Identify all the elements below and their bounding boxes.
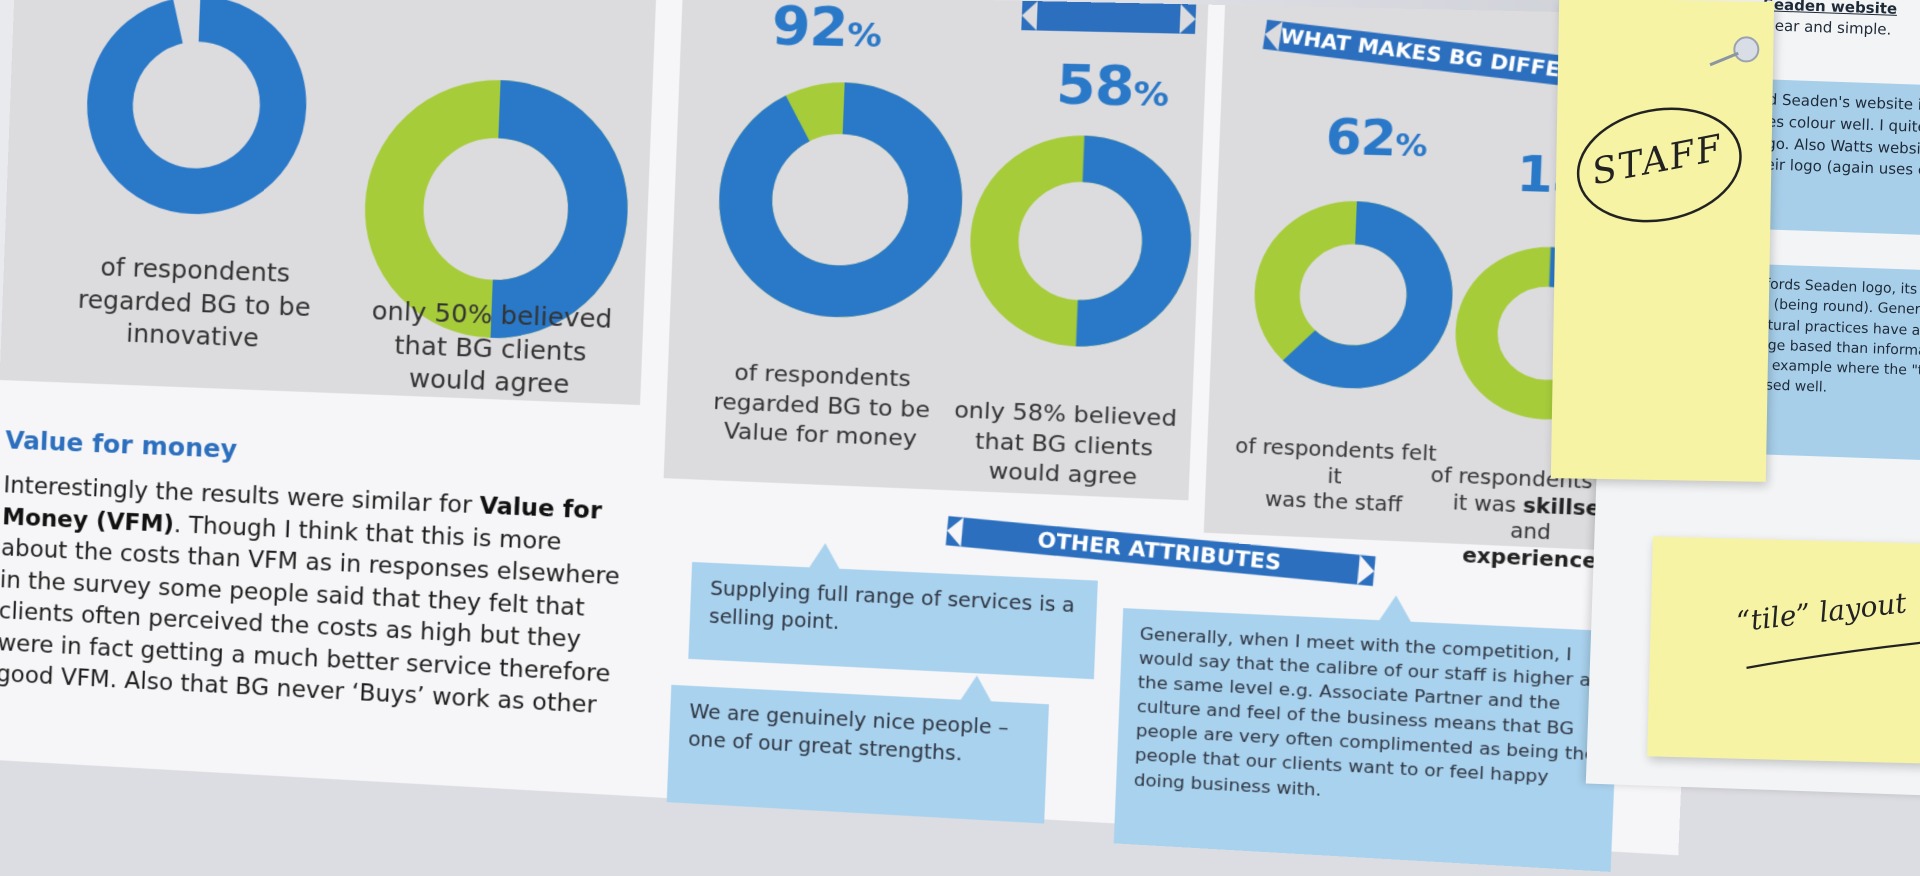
stat-unit: %: [846, 15, 881, 55]
underline-icon: [1744, 634, 1920, 679]
donut-vfm: [713, 77, 970, 323]
stat-vfm-clients: 58%: [1055, 54, 1169, 120]
sheet-box-logo: lfords Seaden logo, its brig e (being ro…: [1747, 264, 1920, 462]
sheet-text: clear and simple.: [1762, 15, 1897, 41]
donut-vfm-blue-slice: [742, 106, 939, 295]
caption-vfm-clients: only 58% believed that BG clients would …: [937, 396, 1193, 496]
stat-value: 58: [1055, 54, 1135, 119]
donut-innovative-clients-blue-slice: [492, 109, 602, 312]
caption-line: of respondents felt it: [1228, 433, 1443, 494]
donut-innovative-blue-slice: [107, 17, 287, 194]
stat-unit: %: [1132, 74, 1168, 115]
caption-bold: experience: [1462, 544, 1598, 573]
caption-text: it was: [1452, 491, 1523, 517]
stat-value: 62: [1325, 108, 1397, 167]
caption-staff: of respondents felt it was the staff: [1227, 433, 1443, 520]
stat-unit: %: [1395, 128, 1428, 164]
quote-text: We are genuinely nice people – one of ou…: [688, 700, 1009, 765]
bubble-tail: [809, 542, 840, 568]
vfm-panel: 92% 58% of respondents regarded BG to be…: [664, 0, 1209, 500]
poster-stage: of respondents regarded BG to be innovat…: [0, 0, 1712, 831]
caption-innovative-clients: only 50% believed that BG clients would …: [338, 294, 644, 405]
innovation-panel: of respondents regarded BG to be innovat…: [0, 0, 656, 405]
bubble-tail: [961, 675, 992, 702]
sticky-tile-text: “tile” layout: [1735, 586, 1909, 638]
caption-text: and: [1510, 520, 1552, 545]
caption-innovative: of respondents regarded BG to be innovat…: [46, 250, 344, 359]
sheet-top-text: Seaden website clear and simple.: [1762, 0, 1897, 41]
sticky-note-staff: STAFF: [1551, 0, 1774, 482]
quote-nice-people: We are genuinely nice people – one of ou…: [667, 685, 1049, 824]
bubble-tail: [1379, 595, 1412, 622]
quote-text: Supplying full range of services is a se…: [709, 577, 1076, 633]
donut-vfm-clients: [964, 131, 1198, 353]
quote-services: Supplying full range of services is a se…: [688, 562, 1098, 679]
donut-vfm-clients-blue-slice: [1077, 159, 1170, 326]
vfm-banner-tip: [1037, 1, 1181, 33]
quote-calibre: Generally, when I meet with the competit…: [1114, 608, 1621, 872]
stat-vfm: 92%: [771, 0, 883, 60]
pin-icon: [1708, 31, 1769, 72]
sheet-box-website: d Seaden's website is qu es colour well.…: [1755, 79, 1920, 237]
donut-staff: [1248, 186, 1459, 405]
body-text: . Though I think that this is more about…: [0, 511, 620, 719]
caption-vfm: of respondents regarded BG to be Value f…: [686, 357, 958, 456]
section-body: Interestingly the results were similar f…: [0, 470, 629, 724]
stat-value: 92: [771, 0, 849, 60]
sticky-note-tile: “tile” layout: [1647, 536, 1920, 763]
quote-text: Generally, when I meet with the competit…: [1134, 624, 1599, 800]
donut-innovative: [46, 0, 349, 221]
survey-poster: of respondents regarded BG to be innovat…: [0, 0, 1713, 855]
stat-staff: 62%: [1325, 108, 1428, 168]
section-heading: Value for money: [5, 425, 238, 464]
sheet-line: eir logo (again uses colou: [1765, 155, 1920, 184]
